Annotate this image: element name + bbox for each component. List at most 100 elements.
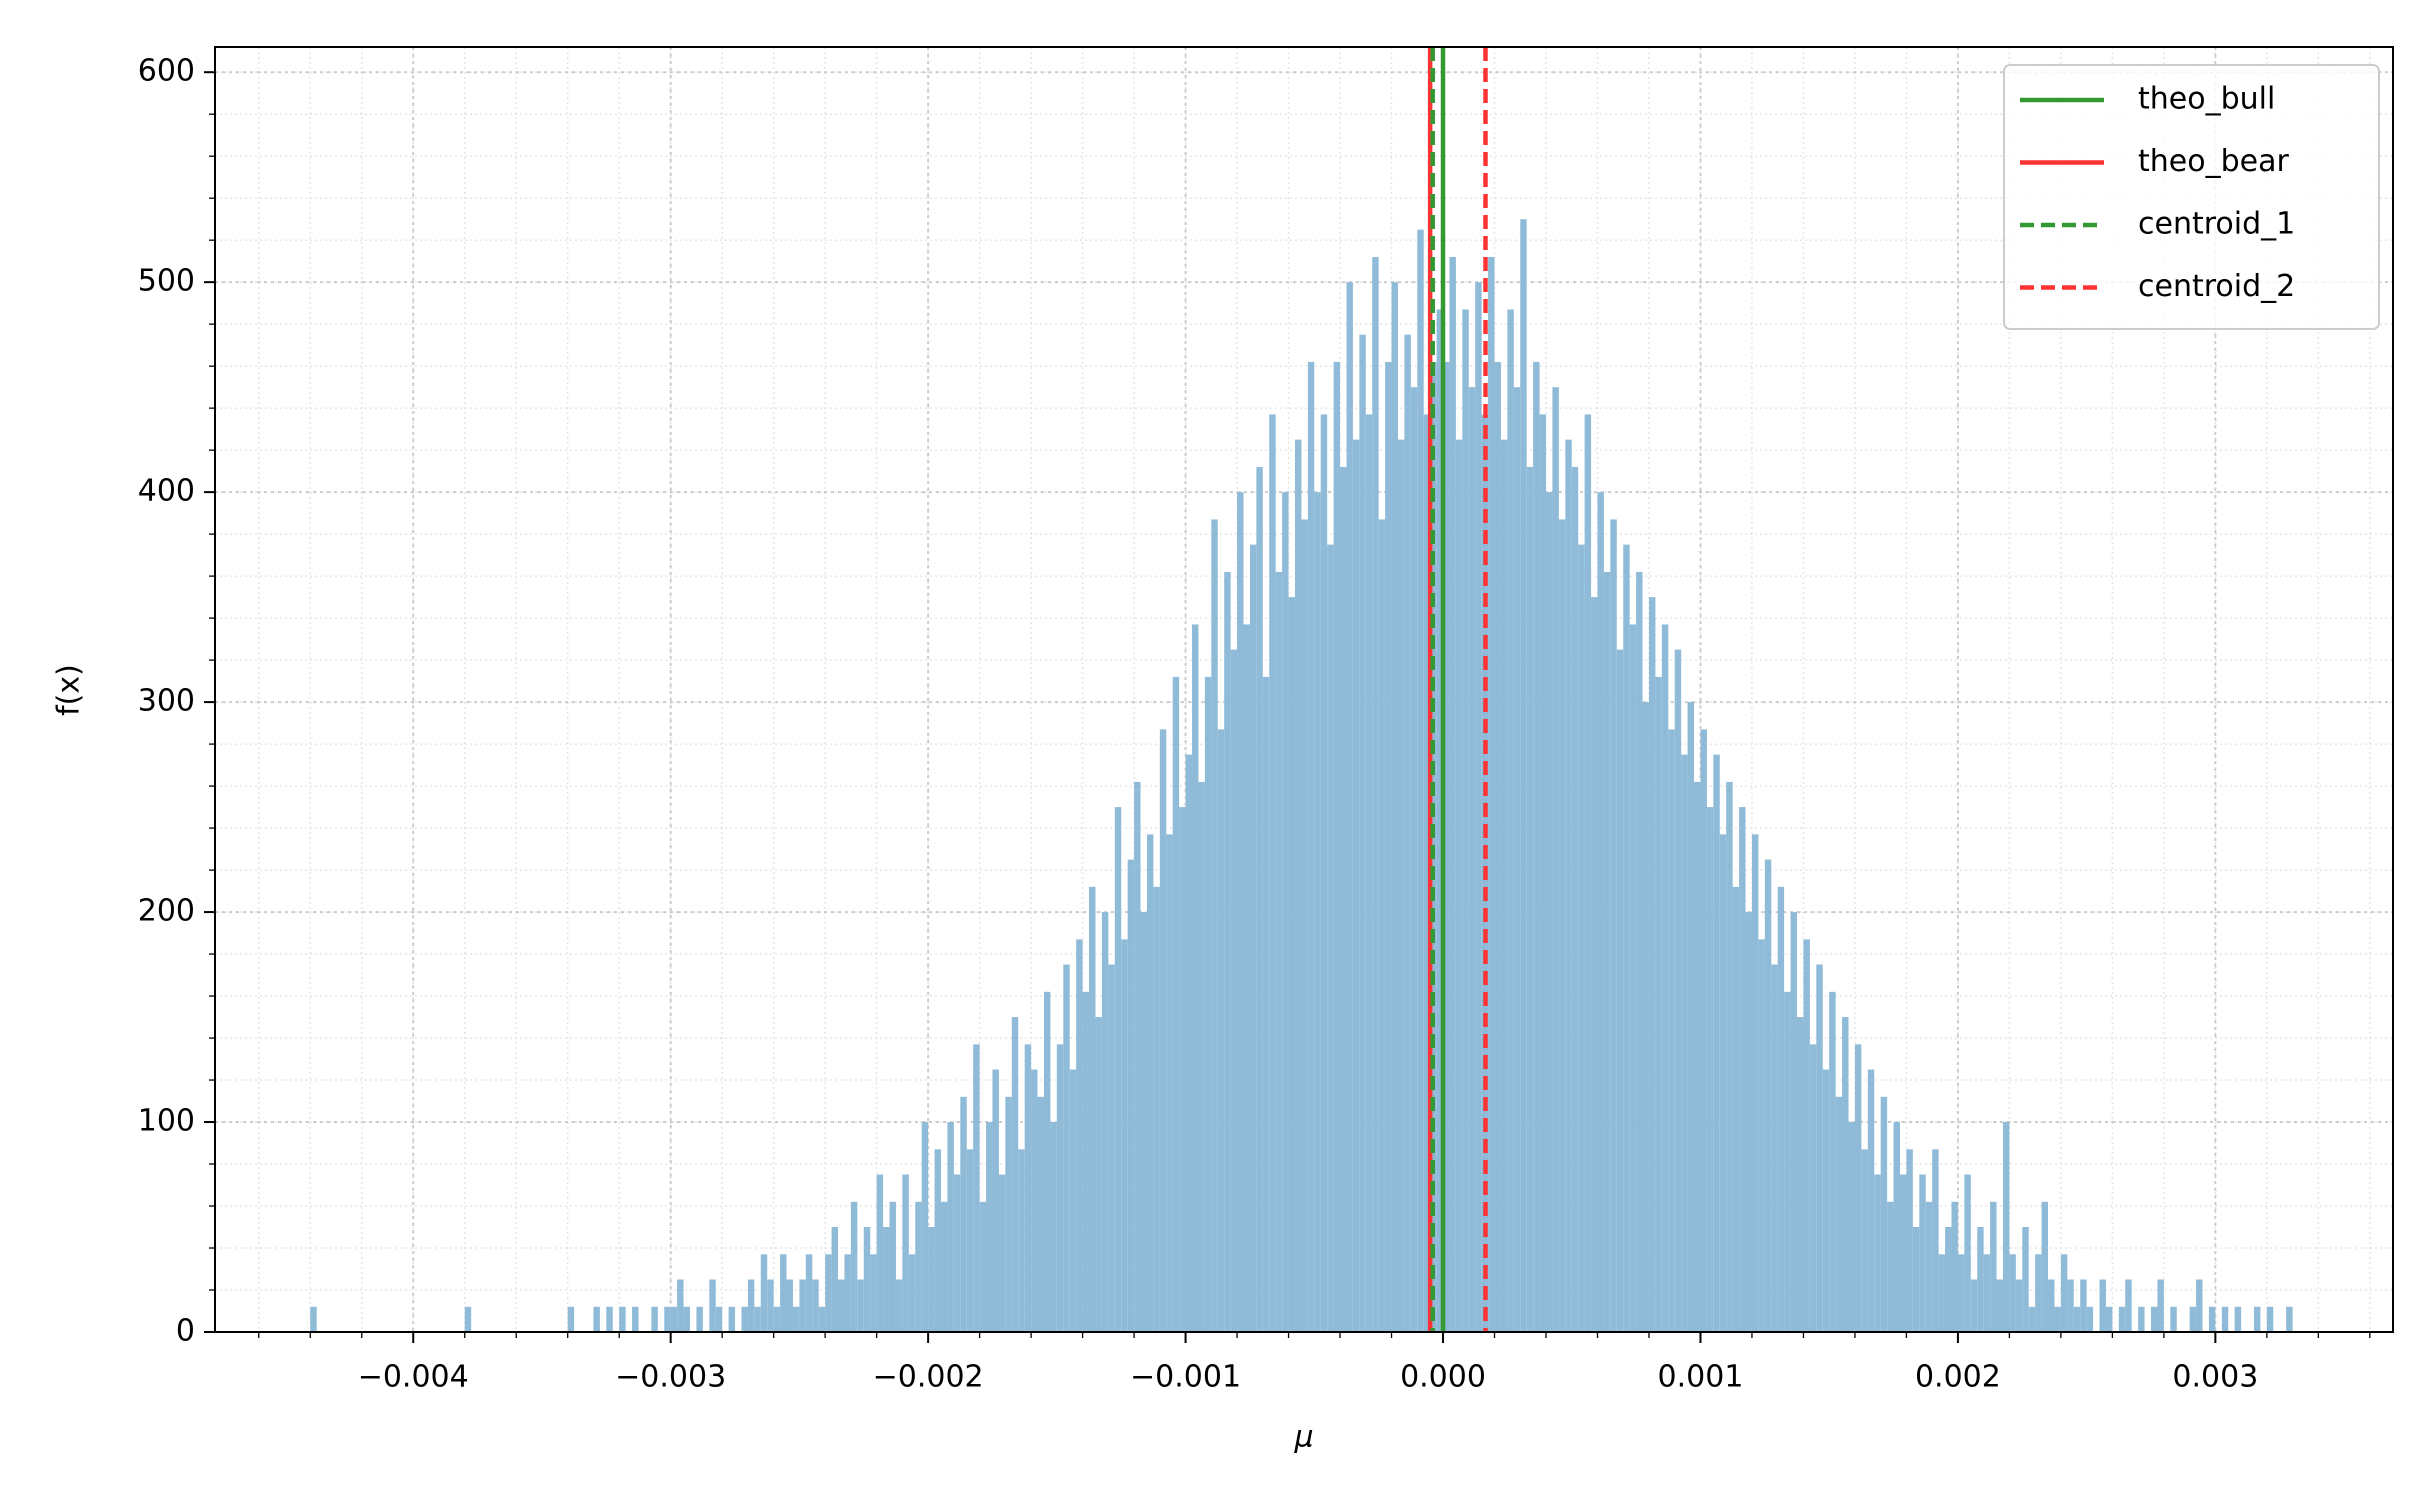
- bar: [1018, 1149, 1025, 1332]
- bar: [1185, 754, 1193, 1332]
- bar: [1198, 781, 1205, 1332]
- bar: [792, 1306, 800, 1332]
- bar: [1166, 834, 1173, 1332]
- bar: [1513, 387, 1521, 1332]
- bar: [1919, 1174, 1926, 1332]
- bar: [986, 1122, 993, 1332]
- bar: [1050, 1122, 1057, 1332]
- bar: [831, 1227, 839, 1332]
- bar: [2189, 1306, 2197, 1332]
- bar: [1230, 649, 1238, 1332]
- bar: [1404, 334, 1411, 1332]
- bar: [606, 1306, 613, 1332]
- axes-frame: [214, 46, 2394, 1333]
- bar: [2234, 1306, 2242, 1332]
- bar: [1610, 519, 1617, 1332]
- bar: [1301, 519, 1308, 1332]
- bar: [1076, 939, 1083, 1332]
- bar: [1294, 439, 1302, 1332]
- bar: [1977, 1227, 1984, 1332]
- bar: [747, 1279, 755, 1332]
- bar: [310, 1306, 317, 1332]
- bar: [966, 1149, 974, 1332]
- bar: [1063, 964, 1070, 1332]
- bar: [1237, 492, 1244, 1332]
- y-tick-label: 300: [138, 684, 195, 719]
- bar: [1816, 964, 1823, 1332]
- bar: [1288, 597, 1295, 1332]
- bar: [1687, 702, 1695, 1332]
- bar: [1700, 729, 1707, 1332]
- bar: [2253, 1306, 2261, 1332]
- bar: [2028, 1306, 2036, 1332]
- bar: [2118, 1306, 2126, 1332]
- bar: [1095, 1017, 1102, 1332]
- bar: [1893, 1122, 1900, 1332]
- bar: [1899, 1174, 1907, 1332]
- bar: [696, 1306, 703, 1332]
- bar: [1462, 309, 1469, 1333]
- bar: [838, 1279, 845, 1332]
- bar: [1945, 1227, 1952, 1332]
- bar: [1423, 414, 1431, 1332]
- bar: [2041, 1201, 2049, 1332]
- y-tick-label: 200: [138, 894, 195, 929]
- bar: [928, 1227, 935, 1332]
- bar: [895, 1279, 903, 1332]
- bar: [1996, 1279, 2003, 1332]
- bar: [812, 1279, 819, 1332]
- bar: [2080, 1279, 2087, 1332]
- bar: [1887, 1201, 1894, 1332]
- bar: [2009, 1254, 2016, 1332]
- bar: [651, 1306, 658, 1332]
- bar: [1751, 834, 1759, 1332]
- bar: [1101, 912, 1109, 1332]
- bar: [870, 1254, 877, 1332]
- bar: [2073, 1306, 2081, 1332]
- x-tick-label: −0.002: [873, 1360, 984, 1395]
- bar: [1925, 1201, 1933, 1332]
- bar: [2170, 1306, 2177, 1332]
- bar: [876, 1174, 884, 1332]
- bar: [1790, 912, 1798, 1332]
- legend-label: centroid_2: [2138, 269, 2295, 304]
- bar: [1912, 1227, 1920, 1332]
- bar: [1024, 1044, 1032, 1332]
- bar: [953, 1174, 961, 1332]
- bar: [1468, 387, 1476, 1332]
- bar: [2002, 1122, 2010, 1332]
- bar: [1539, 414, 1546, 1332]
- bar: [2125, 1279, 2132, 1332]
- bar: [1243, 624, 1250, 1332]
- bar: [1880, 1096, 1888, 1332]
- bar: [799, 1279, 806, 1332]
- bar: [1031, 1069, 1038, 1332]
- bar: [1784, 991, 1791, 1332]
- bar: [1488, 256, 1495, 1333]
- bar: [1546, 492, 1553, 1332]
- bar: [1552, 387, 1559, 1332]
- bar: [1906, 1149, 1913, 1332]
- bar: [1964, 1174, 1971, 1332]
- bar: [1140, 912, 1147, 1332]
- bar: [805, 1254, 813, 1332]
- bar: [1005, 1096, 1012, 1332]
- bar: [1578, 544, 1585, 1332]
- bar: [1713, 754, 1720, 1332]
- bar: [1623, 544, 1630, 1332]
- bar: [1507, 309, 1514, 1333]
- bar: [1397, 439, 1405, 1332]
- bar: [1043, 991, 1051, 1332]
- bar: [1668, 729, 1675, 1332]
- bar: [464, 1306, 472, 1332]
- bar: [1803, 939, 1810, 1332]
- bar: [786, 1279, 793, 1332]
- bar: [1603, 571, 1611, 1332]
- bar: [2099, 1279, 2106, 1332]
- bar: [683, 1306, 690, 1332]
- bar: [818, 1306, 826, 1332]
- bar: [1275, 571, 1283, 1332]
- bar: [1758, 939, 1765, 1332]
- bar: [2048, 1279, 2055, 1332]
- bar: [1192, 624, 1199, 1332]
